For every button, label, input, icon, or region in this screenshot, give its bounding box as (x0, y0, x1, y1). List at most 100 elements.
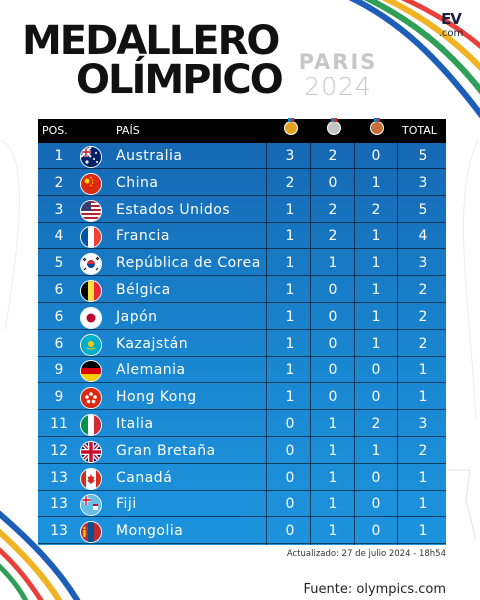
row-position: 5 (54, 255, 64, 272)
row-silver: 1 (328, 496, 338, 513)
row-silver: 0 (328, 174, 338, 191)
row-country: Gran Bretaña (116, 442, 216, 459)
paris-logo-year: 2024 (304, 72, 372, 101)
table-row: 9 Alemania 1 0 0 1 (38, 357, 446, 384)
row-divider (38, 355, 446, 357)
row-divider (38, 328, 446, 330)
row-total: 2 (418, 335, 428, 352)
header-pos: POS. (42, 124, 68, 137)
row-total: 2 (418, 442, 428, 459)
row-position: 6 (54, 282, 64, 298)
row-bronze: 1 (371, 255, 381, 272)
table-row: 11 Italia 0 1 2 3 (38, 411, 446, 437)
column-divider (397, 119, 398, 545)
row-bronze: 1 (371, 335, 381, 352)
row-position: 13 (50, 496, 68, 513)
row-country: Francia (116, 228, 170, 245)
row-silver: 0 (328, 389, 338, 406)
row-country: Canadá (116, 469, 173, 486)
row-country: Mongolia (116, 523, 184, 540)
flag-usa-icon (80, 199, 102, 222)
source-credit: Fuente: olympics.com (303, 582, 446, 597)
table-header: POS. PAÍS TOTAL (38, 118, 446, 143)
row-gold: 1 (285, 228, 295, 245)
row-divider (38, 543, 446, 545)
flag-germany-icon (80, 360, 102, 383)
row-gold: 1 (285, 201, 295, 218)
ev-logo: EV .com (430, 10, 472, 39)
row-gold: 0 (285, 442, 295, 459)
table-row: 1 Australia 3 2 0 5 (38, 143, 446, 169)
row-position: 1 (54, 148, 64, 164)
medal-table: POS. PAÍS TOTAL 1 Australia 3 2 0 5 2 China 2 0 1 3… (38, 118, 446, 545)
row-divider (38, 194, 446, 196)
row-bronze: 2 (371, 416, 381, 432)
row-country: Kazajstán (116, 335, 189, 352)
row-silver: 0 (328, 282, 338, 298)
title-line-2: OLÍMPICO (76, 57, 284, 103)
row-silver: 1 (328, 416, 338, 432)
row-position: 11 (50, 416, 68, 432)
row-total: 3 (418, 174, 428, 191)
row-silver: 1 (328, 469, 338, 486)
paris-logo-word: PARIS (298, 50, 378, 74)
ev-logo-domain: .com (438, 28, 464, 39)
table-row: 6 Kazajstán 1 0 1 2 (38, 331, 446, 357)
row-position: 4 (54, 228, 64, 245)
title-line-1: MEDALLERO (22, 18, 280, 64)
row-position: 13 (50, 469, 68, 486)
silver-medal-icon (327, 118, 341, 135)
row-bronze: 0 (371, 496, 381, 513)
row-silver: 1 (328, 523, 338, 540)
row-position: 13 (50, 523, 68, 540)
row-gold: 0 (285, 416, 295, 432)
flag-belgium-icon (80, 280, 102, 302)
row-bronze: 0 (371, 469, 381, 486)
row-bronze: 2 (371, 201, 381, 218)
row-country: Japón (116, 308, 158, 325)
row-bronze: 1 (371, 442, 381, 459)
row-position: 6 (54, 308, 64, 325)
table-row: 2 China 2 0 1 3 (38, 170, 446, 196)
table-row: 13 Mongolia 0 1 0 1 (38, 518, 446, 545)
row-country: Bélgica (116, 282, 171, 298)
row-silver: 1 (328, 442, 338, 459)
row-position: 9 (54, 362, 64, 379)
row-country: China (116, 174, 159, 191)
table-row: 4 Francia 1 2 1 4 (38, 223, 446, 250)
flag-china-icon (80, 172, 102, 195)
flag-great-britain-icon (80, 440, 102, 463)
paris-2024-logo: PARIS 2024 (298, 50, 378, 100)
row-gold: 1 (285, 335, 295, 352)
column-divider (310, 119, 311, 545)
row-gold: 1 (285, 362, 295, 379)
flag-france-icon (80, 226, 102, 249)
row-total: 1 (418, 389, 428, 406)
flag-italy-icon (80, 414, 102, 436)
gold-medal-icon (284, 118, 298, 135)
table-row: 3 Estados Unidos 1 2 2 5 (38, 197, 446, 223)
row-silver: 2 (328, 148, 338, 164)
row-bronze: 0 (371, 362, 381, 379)
row-divider (38, 248, 446, 250)
row-silver: 2 (328, 228, 338, 245)
row-divider (38, 436, 446, 437)
row-divider (38, 516, 446, 518)
row-gold: 0 (285, 523, 295, 540)
header-total: TOTAL (402, 124, 437, 137)
row-country: Italia (116, 416, 154, 432)
table-row: 5 República de Corea 1 1 1 3 (38, 250, 446, 277)
row-total: 1 (418, 362, 428, 379)
flag-canada-icon (80, 467, 102, 490)
row-divider (38, 489, 446, 491)
row-gold: 1 (285, 255, 295, 272)
row-gold: 1 (285, 308, 295, 325)
table-row: 6 Bélgica 1 0 1 2 (38, 277, 446, 303)
row-silver: 0 (328, 308, 338, 325)
table-row: 6 Japón 1 0 1 2 (38, 304, 446, 330)
row-divider (38, 462, 446, 464)
row-bronze: 0 (371, 523, 381, 540)
row-total: 3 (418, 416, 428, 432)
flag-australia-icon (80, 146, 102, 168)
